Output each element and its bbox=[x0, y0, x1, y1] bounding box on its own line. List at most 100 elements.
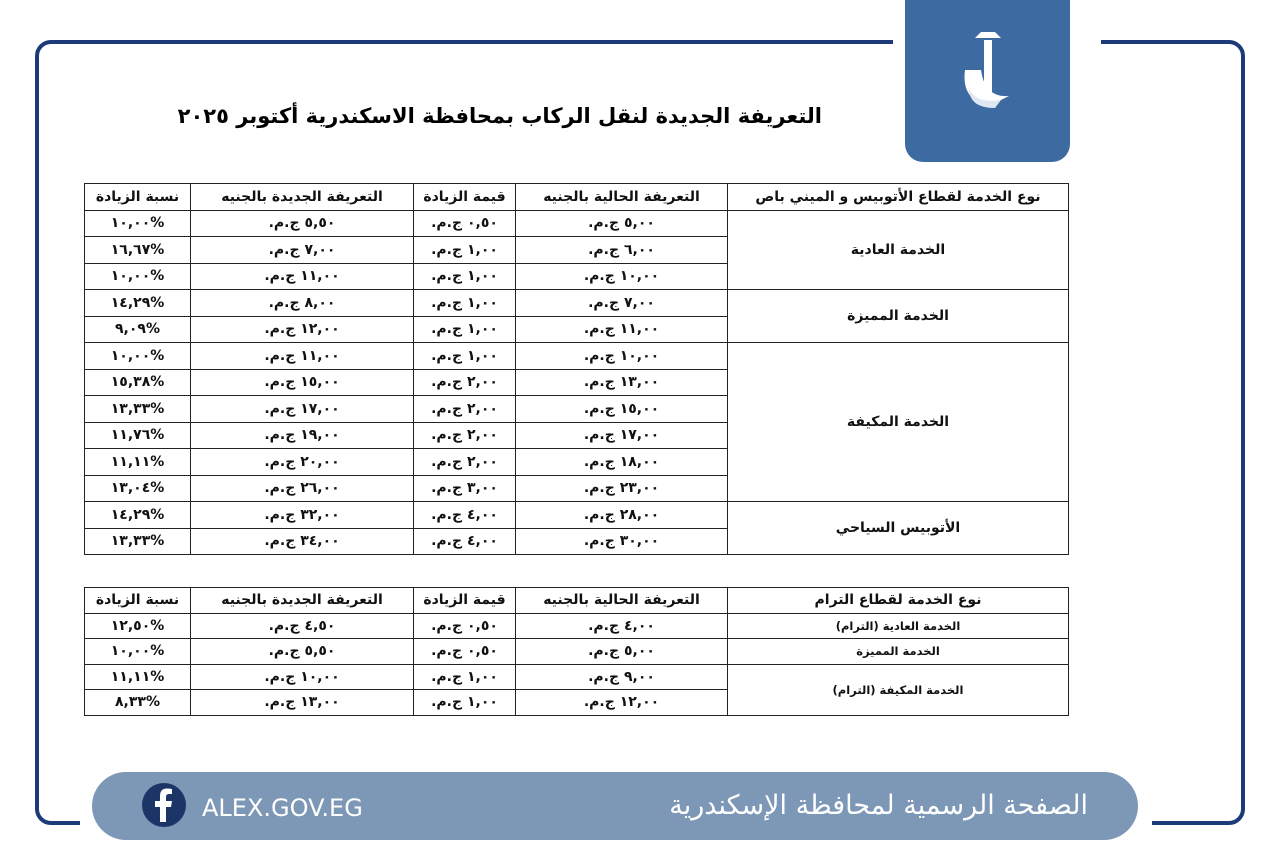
column-header: التعريفة الحالية بالجنيه bbox=[515, 587, 728, 614]
fare-cell: ٧,٠٠ ج.م. bbox=[515, 289, 728, 317]
fare-cell: ٢٠,٠٠ ج.م. bbox=[190, 448, 414, 476]
service-type: الخدمة المكيفة (الترام) bbox=[727, 663, 1069, 716]
facebook-icon[interactable] bbox=[141, 782, 187, 828]
fare-cell: ١٧,٠٠ ج.م. bbox=[190, 395, 414, 423]
fare-cell: ٤,٠٠ ج.م. bbox=[413, 501, 516, 529]
fare-cell: ٣٠,٠٠ ج.م. bbox=[515, 527, 728, 555]
fare-cell: %١٣,٠٤ bbox=[84, 474, 191, 502]
fare-cell: %١٠,٠٠ bbox=[84, 638, 191, 665]
fare-cell: %١٠,٠٠ bbox=[84, 262, 191, 290]
fare-cell: ١,٠٠ ج.م. bbox=[413, 289, 516, 317]
fare-cell: ١٧,٠٠ ج.م. bbox=[515, 421, 728, 449]
fare-cell: ١,٠٠ ج.م. bbox=[413, 315, 516, 343]
service-type: الخدمة المكيفة bbox=[727, 342, 1069, 502]
footer-bar bbox=[92, 772, 1138, 840]
fare-cell: %٩,٠٩ bbox=[84, 315, 191, 343]
service-type: الخدمة المميزة bbox=[727, 638, 1069, 665]
fare-cell: ٤,٥٠ ج.م. bbox=[190, 612, 414, 639]
fare-cell: ٢,٠٠ ج.م. bbox=[413, 448, 516, 476]
fare-cell: ١٥,٠٠ ج.م. bbox=[515, 395, 728, 423]
fare-cell: ١١,٠٠ ج.م. bbox=[515, 315, 728, 343]
fare-cell: ٢,٠٠ ج.م. bbox=[413, 421, 516, 449]
fare-cell: ٥,٠٠ ج.م. bbox=[515, 638, 728, 665]
column-header: قيمة الزيادة bbox=[413, 183, 516, 211]
fare-cell: ١٠,٠٠ ج.م. bbox=[515, 262, 728, 290]
column-header: نسبة الزيادة bbox=[84, 587, 191, 614]
fare-cell: %١٣,٣٣ bbox=[84, 527, 191, 555]
column-header: التعريفة الجديدة بالجنيه bbox=[190, 183, 414, 211]
table-row: الخدمة المكيفة ١٠,٠٠ ج.م. ١,٠٠ ج.م. ١١,٠٠ ج… bbox=[84, 342, 1069, 502]
fare-cell: ٨,٠٠ ج.م. bbox=[190, 289, 414, 317]
fare-cell: %١٢,٥٠ bbox=[84, 612, 191, 639]
fare-cell: %١١,١١ bbox=[84, 448, 191, 476]
service-type: الخدمة العادية bbox=[727, 209, 1069, 290]
column-header: نسبة الزيادة bbox=[84, 183, 191, 211]
logo-icon bbox=[964, 32, 1009, 108]
fare-cell: ١٢,٠٠ ج.م. bbox=[190, 315, 414, 343]
fare-cell: ٣,٠٠ ج.م. bbox=[413, 474, 516, 502]
fare-table-bus: نوع الخدمة لقطاع الأتوبيس و الميني باص ال… bbox=[84, 183, 1069, 555]
fare-cell: ٧,٠٠ ج.م. bbox=[190, 236, 414, 264]
column-header: نوع الخدمة لقطاع الترام bbox=[727, 587, 1069, 614]
fare-cell: ١,٠٠ ج.م. bbox=[413, 262, 516, 290]
fare-cell: ٠,٥٠ ج.م. bbox=[413, 209, 516, 237]
fare-cell: ١٣,٠٠ ج.م. bbox=[515, 368, 728, 396]
table-row: الخدمة المميزة ٥,٠٠ ج.م. ٠,٥٠ ج.م. ٥,٥٠ ج.م… bbox=[84, 638, 1069, 665]
fare-cell: ٢,٠٠ ج.م. bbox=[413, 368, 516, 396]
title: التعريفة الجديدة لنقل الركاب بمحافظة الا… bbox=[177, 104, 822, 128]
fare-cell: ٢٨,٠٠ ج.م. bbox=[515, 501, 728, 529]
table-row: ١١,٠٠ ج.م. ١,٠٠ ج.م. ١٢,٠٠ ج.م. %٩,٠٩ bbox=[84, 315, 1069, 343]
fare-cell: ١,٠٠ ج.م. bbox=[413, 663, 516, 690]
fare-cell: ١٣,٠٠ ج.م. bbox=[190, 689, 414, 716]
fare-cell: ١٠,٠٠ ج.م. bbox=[515, 342, 728, 370]
fare-cell: %١١,٧٦ bbox=[84, 421, 191, 449]
fare-cell: %٨,٣٣ bbox=[84, 689, 191, 716]
fare-cell: ٥,٥٠ ج.م. bbox=[190, 638, 414, 665]
service-type: الخدمة المميزة bbox=[727, 289, 1069, 343]
column-header: نوع الخدمة لقطاع الأتوبيس و الميني باص bbox=[727, 183, 1069, 211]
fare-cell: %١٠,٠٠ bbox=[84, 342, 191, 370]
table-row: ١٣,٠٠ ج.م. ٢,٠٠ ج.م. ١٥,٠٠ ج.م. %١٥,٣٨ bbox=[84, 368, 1069, 396]
fare-cell: ٣٤,٠٠ ج.م. bbox=[190, 527, 414, 555]
fare-cell: ١٥,٠٠ ج.م. bbox=[190, 368, 414, 396]
fare-cell: ١,٠٠ ج.م. bbox=[413, 689, 516, 716]
service-type: الأتوبيس السياحي bbox=[727, 501, 1069, 555]
table-row: ١٧,٠٠ ج.م. ٢,٠٠ ج.م. ١٩,٠٠ ج.م. %١١,٧٦ bbox=[84, 421, 1069, 449]
fare-cell: ٥,٠٠ ج.م. bbox=[515, 209, 728, 237]
column-header: قيمة الزيادة bbox=[413, 587, 516, 614]
table-row: ١٥,٠٠ ج.م. ٢,٠٠ ج.م. ١٧,٠٠ ج.م. %١٣,٣٣ bbox=[84, 395, 1069, 423]
fare-cell: ٢٣,٠٠ ج.م. bbox=[515, 474, 728, 502]
table-row: ٦,٠٠ ج.م. ١,٠٠ ج.م. ٧,٠٠ ج.م. %١٦,٦٧ bbox=[84, 236, 1069, 264]
fare-cell: %١٦,٦٧ bbox=[84, 236, 191, 264]
table-row: الأتوبيس السياحي ٢٨,٠٠ ج.م. ٤,٠٠ ج.م. ٣٢,٠٠… bbox=[84, 501, 1069, 555]
table-row: الخدمة المميزة ٧,٠٠ ج.م. ١,٠٠ ج.م. ٨,٠٠ ج.م… bbox=[84, 289, 1069, 343]
fare-cell: ١٠,٠٠ ج.م. bbox=[190, 663, 414, 690]
fare-cell: %١٠,٠٠ bbox=[84, 209, 191, 237]
fare-cell: ٩,٠٠ ج.م. bbox=[515, 663, 728, 690]
header-row: نوع الخدمة لقطاع الترام التعريفة الحالية … bbox=[84, 587, 1069, 614]
table-row: ١٠,٠٠ ج.م. ١,٠٠ ج.م. ١١,٠٠ ج.م. %١٠,٠٠ bbox=[84, 262, 1069, 290]
fare-cell: %١٣,٣٣ bbox=[84, 395, 191, 423]
column-header: التعريفة الجديدة بالجنيه bbox=[190, 587, 414, 614]
fare-cell: ١١,٠٠ ج.م. bbox=[190, 262, 414, 290]
fare-cell: ٤,٠٠ ج.م. bbox=[413, 527, 516, 555]
table-row: ٣٠,٠٠ ج.م. ٤,٠٠ ج.م. ٣٤,٠٠ ج.م. %١٣,٣٣ bbox=[84, 527, 1069, 555]
logo bbox=[905, 0, 1070, 162]
fare-cell: ٠,٥٠ ج.م. bbox=[413, 638, 516, 665]
fare-cell: ٢,٠٠ ج.م. bbox=[413, 395, 516, 423]
column-header: التعريفة الحالية بالجنيه bbox=[515, 183, 728, 211]
table-row: الخدمة العادية (الترام) ٤,٠٠ ج.م. ٠,٥٠ ج.م… bbox=[84, 612, 1069, 639]
fare-cell: ١,٠٠ ج.م. bbox=[413, 342, 516, 370]
fare-cell: ٣٢,٠٠ ج.م. bbox=[190, 501, 414, 529]
page-name: الصفحة الرسمية لمحافظة الإسكندرية bbox=[669, 790, 1088, 821]
website[interactable]: ALEX.GOV.EG bbox=[202, 794, 363, 822]
fare-cell: ٤,٠٠ ج.م. bbox=[515, 612, 728, 639]
fare-table-tram: نوع الخدمة لقطاع الترام التعريفة الحالية … bbox=[84, 587, 1069, 716]
table-row: الخدمة العادية ٥,٠٠ ج.م. ٠,٥٠ ج.م. ٥,٥٠ ج.م… bbox=[84, 209, 1069, 290]
fare-cell: ٦,٠٠ ج.م. bbox=[515, 236, 728, 264]
fare-cell: %١٤,٢٩ bbox=[84, 501, 191, 529]
fare-cell: ١٨,٠٠ ج.م. bbox=[515, 448, 728, 476]
fare-cell: ٥,٥٠ ج.م. bbox=[190, 209, 414, 237]
service-type: الخدمة العادية (الترام) bbox=[727, 612, 1069, 639]
